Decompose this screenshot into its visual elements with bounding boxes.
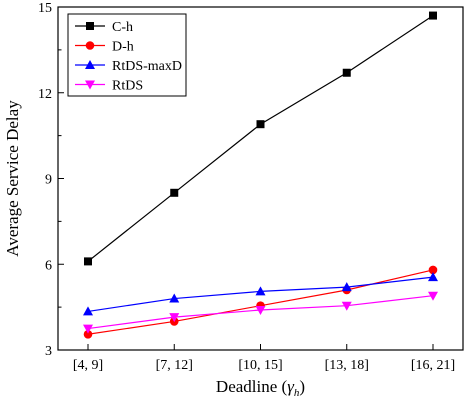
y-tick-label: 12 (38, 87, 52, 102)
x-tick-label: [4, 9] (73, 358, 103, 373)
data-point (169, 293, 180, 303)
legend-label: RtDS-maxD (112, 59, 182, 74)
y-axis-label: Average Service Delay (3, 100, 22, 257)
x-axis-label-close: ) (299, 377, 305, 396)
series-d-h (83, 265, 438, 339)
series-rtds-maxd (83, 272, 438, 316)
data-point (342, 68, 351, 77)
x-tick-label: [7, 12] (156, 358, 193, 373)
series-rtds (83, 291, 438, 334)
x-axis-label: Deadline (γh) (216, 377, 305, 399)
y-tick-label: 3 (45, 344, 52, 359)
x-axis-label-text: Deadline ( (216, 377, 288, 396)
series-c-h (84, 11, 437, 266)
data-point (83, 329, 93, 339)
y-tick-label: 6 (45, 258, 52, 273)
y-tick-label: 15 (38, 1, 52, 16)
plot-area (83, 11, 438, 339)
data-point (169, 313, 180, 323)
y-tick-label: 9 (45, 173, 52, 188)
data-point (428, 265, 438, 275)
legend-marker (85, 41, 95, 50)
legend-marker (85, 60, 95, 69)
axes: 3 6 9 12 15 [4, 9] [7, 12] [10, 15] [13, 18] [16,… (38, 1, 455, 373)
legend: C-h D-h RtDS-maxD RtDS (67, 13, 187, 97)
data-point (429, 11, 437, 20)
x-axis-label-subscript: h (294, 387, 300, 399)
data-point (428, 272, 438, 282)
legend-label: D-h (112, 40, 134, 55)
data-point (170, 188, 179, 197)
legend-label: C-h (112, 20, 133, 35)
data-point (83, 324, 93, 334)
legend-marker (86, 22, 94, 30)
data-point (255, 286, 266, 296)
data-point (341, 301, 352, 311)
legend-label: RtDS (112, 79, 143, 94)
data-point (84, 257, 92, 266)
legend-marker (85, 80, 95, 90)
data-point (255, 305, 266, 315)
data-point (341, 282, 352, 292)
x-tick-label: [13, 18] (325, 358, 369, 373)
x-tick-label: [16, 21] (411, 358, 455, 373)
data-point (83, 306, 93, 316)
data-point (256, 120, 265, 129)
x-axis-label-symbol: γ (287, 377, 295, 396)
data-point (428, 291, 438, 301)
x-tick-label: [10, 15] (238, 358, 282, 373)
